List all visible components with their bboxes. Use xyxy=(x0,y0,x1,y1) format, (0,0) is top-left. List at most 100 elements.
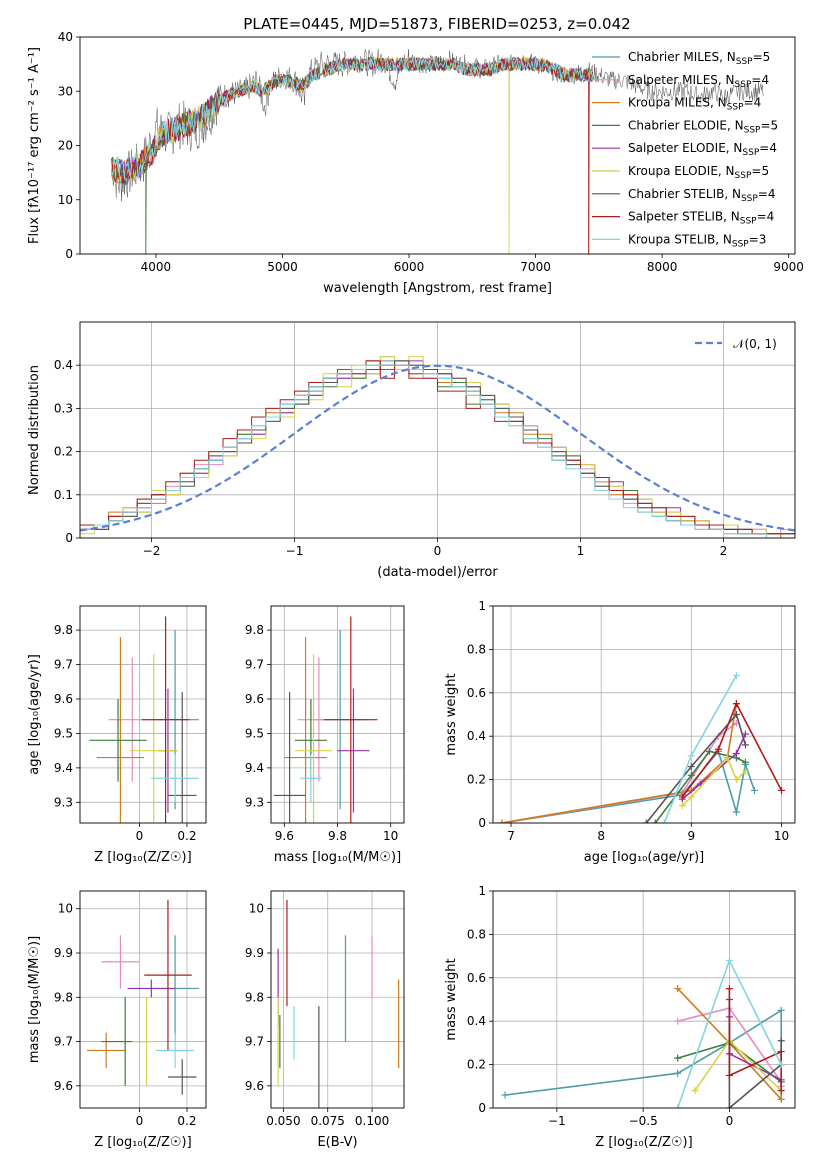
mass-weight-marker xyxy=(687,793,695,801)
mass-weight-marker xyxy=(741,730,749,738)
axes-frame xyxy=(79,321,796,539)
x-tick-label: 0.2 xyxy=(177,829,196,843)
x-tick-label: 0 xyxy=(434,544,442,558)
x-tick-label: 8000 xyxy=(647,260,678,274)
mass-weight-marker xyxy=(725,956,733,964)
mass-weight-marker xyxy=(732,700,740,708)
x-axis-label: Z [log₁₀(Z/Z☉)] xyxy=(94,850,191,865)
axes-frame xyxy=(79,890,207,1109)
x-tick-label: −0.5 xyxy=(629,1114,658,1128)
y-axis-label: mass weight xyxy=(444,673,459,755)
y-tick-label: 9.8 xyxy=(245,990,264,1004)
x-tick-label: 10 xyxy=(774,829,789,843)
x-tick-label: −1 xyxy=(548,1114,566,1128)
y-tick-label: 0.6 xyxy=(467,971,486,985)
x-tick-label: 6000 xyxy=(394,260,425,274)
mass-weight-marker xyxy=(777,786,785,794)
legend-entry: Chabrier MILES, NSSP=5 xyxy=(628,50,770,67)
histogram-steps xyxy=(80,356,795,538)
x-tick-label: 7000 xyxy=(520,260,551,274)
mass-weight-marker xyxy=(777,1037,785,1045)
x-tick-label: 0 xyxy=(136,829,144,843)
spectrum-lines xyxy=(111,48,764,254)
spectrum-legend: Chabrier MILES, NSSP=5 Salpeter MILES, NS… xyxy=(592,50,778,249)
y-tick-label: 9.3 xyxy=(54,795,73,809)
x-tick-label: 7 xyxy=(507,829,515,843)
y-tick-label: 9.4 xyxy=(54,761,73,775)
x-tick-label: 4000 xyxy=(141,260,172,274)
x-tick-label: 5000 xyxy=(267,260,298,274)
y-tick-label: 1 xyxy=(478,599,486,613)
axes-frame xyxy=(492,605,796,824)
x-axis-label: age [log₁₀(age/yr)] xyxy=(584,850,705,865)
mass-weight-line xyxy=(501,749,756,823)
mass-weight-marker xyxy=(725,1104,733,1108)
y-tick-label: 9.6 xyxy=(54,1079,73,1093)
y-tick-label: 0 xyxy=(65,247,73,261)
y-tick-label: 0.4 xyxy=(467,1014,486,1028)
y-tick-label: 0.1 xyxy=(54,488,73,502)
x-tick-label: 8 xyxy=(597,829,605,843)
mass-weight-marker xyxy=(777,1061,785,1069)
mass-weight-marker xyxy=(660,819,668,823)
axes-frame xyxy=(270,890,405,1109)
y-axis-label: age [log₁₀(age/yr)] xyxy=(27,654,42,775)
model-spectrum-line xyxy=(111,56,593,254)
x-tick-label: 0.075 xyxy=(311,1114,345,1128)
y-tick-label: 9.5 xyxy=(245,726,264,740)
mass-weight-marker xyxy=(674,1069,682,1077)
legend-entry: Kroupa ELODIE, NSSP=5 xyxy=(628,164,769,181)
mass-weight-marker xyxy=(691,1087,699,1095)
mass-weight-marker xyxy=(725,1071,733,1079)
axes-frame xyxy=(79,36,796,255)
mass-weight-vs-age-panel: 7 8 9 10 0 0.2 0.4 0.6 0.8 1 age [log₁₀(age/yr)] ma… xyxy=(444,599,796,865)
legend-entry: Chabrier STELIB, NSSP=4 xyxy=(628,187,776,204)
mass-weight-marker xyxy=(674,1104,682,1108)
x-tick-label: 2 xyxy=(720,544,728,558)
mass-weight-marker xyxy=(725,985,733,993)
x-tick-label: 9 xyxy=(688,829,696,843)
x-axis-label: Z [log₁₀(Z/Z☉)] xyxy=(595,1135,692,1150)
legend-entry: 𝒩(0, 1) xyxy=(733,337,777,351)
mass-weight-marker xyxy=(732,808,740,816)
y-tick-label: 1 xyxy=(478,884,486,898)
y-tick-label: 20 xyxy=(58,139,73,153)
legend-entry: Chabrier ELODIE, NSSP=5 xyxy=(628,118,778,135)
histogram-series xyxy=(80,364,795,538)
mass-weight-marker xyxy=(723,754,731,762)
mass-vs-Z-panel: 0 0.2 9.6 9.7 9.8 9.9 10 Z [log₁₀(Z/Z☉)] mass [l… xyxy=(27,890,207,1150)
y-tick-label: 10 xyxy=(58,902,73,916)
x-axis-label: (data-model)/error xyxy=(377,565,498,580)
legend-entry: Salpeter MILES, NSSP=4 xyxy=(628,73,769,90)
y-tick-label: 9.7 xyxy=(54,658,73,672)
x-tick-label: 0.050 xyxy=(266,1114,300,1128)
mass-vs-EBV-panel: 0.050 0.075 0.100 9.6 9.7 9.8 9.9 10 E(B-V) xyxy=(245,890,405,1150)
x-axis-label: wavelength [Angstrom, rest frame] xyxy=(323,281,552,296)
mass-weight-marker xyxy=(777,1087,785,1095)
y-tick-label: 0.2 xyxy=(467,1058,486,1072)
mass-weight-line xyxy=(645,712,747,823)
x-tick-label: 1 xyxy=(577,544,585,558)
mass-weight-marker xyxy=(732,750,740,758)
y-tick-label: 0 xyxy=(65,531,73,545)
axes-frame xyxy=(270,605,405,824)
y-tick-label: 0.3 xyxy=(54,401,73,415)
axes-frame xyxy=(79,605,207,824)
mass-weight-marker xyxy=(777,1048,785,1056)
y-tick-label: 9.8 xyxy=(54,623,73,637)
y-tick-label: 9.5 xyxy=(54,726,73,740)
mass-weight-marker xyxy=(741,767,749,775)
figure-title: PLATE=0445, MJD=51873, FIBERID=0253, z=0… xyxy=(243,15,630,33)
mass-weight-marker xyxy=(777,1006,785,1014)
mass-weight-marker xyxy=(674,1017,682,1025)
mass-weight-marker xyxy=(678,793,686,801)
y-tick-label: 10 xyxy=(58,193,73,207)
y-axis-label: mass weight xyxy=(444,958,459,1040)
mass-weight-marker xyxy=(732,776,740,784)
y-tick-label: 9.9 xyxy=(245,946,264,960)
y-tick-label: 9.6 xyxy=(54,692,73,706)
x-axis-label: E(B-V) xyxy=(317,1135,357,1150)
y-tick-label: 9.7 xyxy=(245,1035,264,1049)
mass-weight-marker xyxy=(498,819,506,823)
legend-entry: Kroupa MILES, NSSP=4 xyxy=(628,96,761,113)
